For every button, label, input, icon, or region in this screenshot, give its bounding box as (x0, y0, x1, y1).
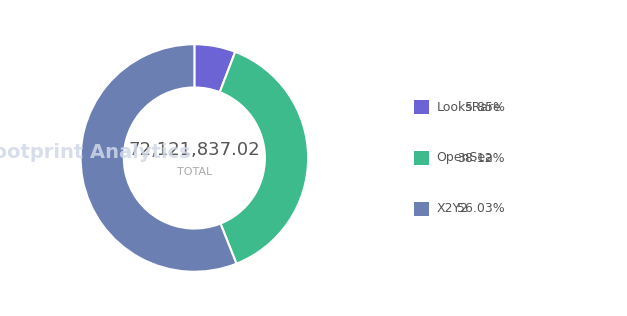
Text: LooksRare: LooksRare (436, 101, 501, 114)
Wedge shape (194, 44, 235, 92)
Wedge shape (219, 52, 308, 264)
Text: 56.03%: 56.03% (457, 202, 505, 215)
Text: X2Y2: X2Y2 (436, 202, 468, 215)
Text: 38.12%: 38.12% (457, 151, 505, 165)
Text: OpenSea: OpenSea (436, 151, 493, 165)
Wedge shape (81, 44, 236, 272)
Text: Footprint Analytics: Footprint Analytics (0, 143, 191, 162)
Text: 72,121,837.02: 72,121,837.02 (129, 141, 260, 159)
Text: 5.85%: 5.85% (465, 101, 505, 114)
Text: TOTAL: TOTAL (177, 167, 212, 177)
